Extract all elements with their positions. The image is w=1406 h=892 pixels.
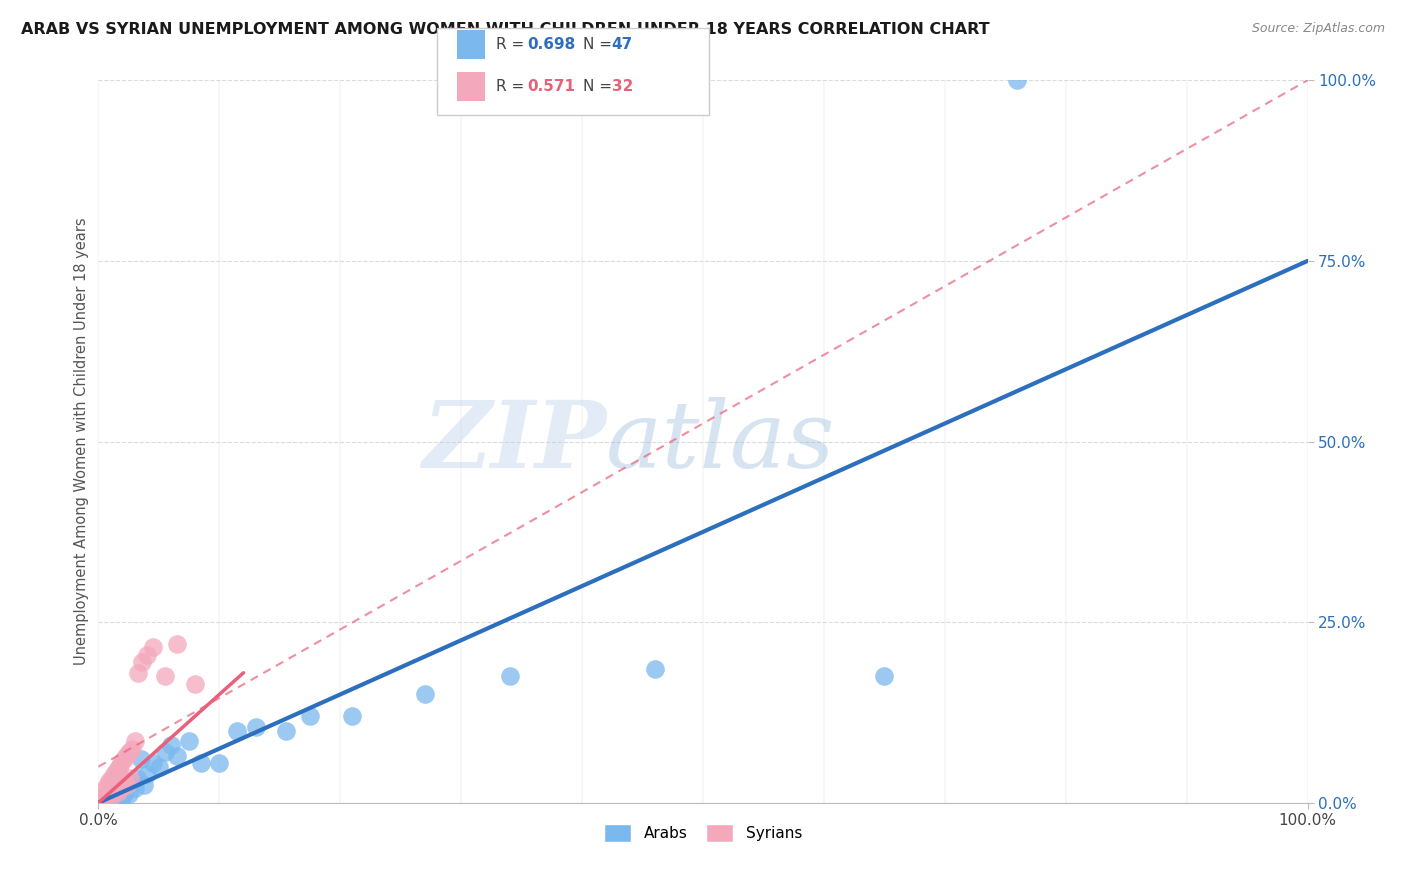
Text: 0.698: 0.698 <box>527 37 575 52</box>
Point <box>413 687 436 701</box>
Point <box>105 790 128 805</box>
Text: R =: R = <box>496 78 530 94</box>
Point <box>118 745 141 759</box>
Point <box>166 748 188 763</box>
Point <box>98 774 121 789</box>
Point <box>208 756 231 770</box>
Point <box>153 745 176 759</box>
Point <box>135 767 157 781</box>
Point <box>117 778 139 792</box>
Point <box>111 778 134 792</box>
Point <box>110 786 132 800</box>
Point <box>873 669 896 683</box>
Point <box>93 790 115 805</box>
Point <box>115 748 138 763</box>
Text: N =: N = <box>583 78 617 94</box>
Point <box>115 778 138 792</box>
Point <box>166 637 188 651</box>
Point <box>644 662 666 676</box>
Text: R =: R = <box>496 37 530 52</box>
Point <box>93 782 115 797</box>
Point <box>124 781 146 796</box>
Point <box>118 787 141 801</box>
Point <box>94 791 117 805</box>
Point <box>97 792 120 806</box>
Text: 32: 32 <box>612 78 633 94</box>
Point <box>101 785 124 799</box>
Point <box>118 771 141 785</box>
Point <box>129 752 152 766</box>
Point <box>142 640 165 655</box>
Point <box>245 720 267 734</box>
Point <box>226 723 249 738</box>
Point <box>110 756 132 770</box>
Point <box>100 771 122 785</box>
Point <box>94 789 117 803</box>
Point <box>127 665 149 680</box>
Point <box>114 774 136 789</box>
Y-axis label: Unemployment Among Women with Children Under 18 years: Unemployment Among Women with Children U… <box>75 218 89 665</box>
Point <box>179 734 201 748</box>
Point <box>498 669 520 683</box>
Text: ARAB VS SYRIAN UNEMPLOYMENT AMONG WOMEN WITH CHILDREN UNDER 18 YEARS CORRELATION: ARAB VS SYRIAN UNEMPLOYMENT AMONG WOMEN … <box>21 22 990 37</box>
Point <box>120 774 142 789</box>
Point <box>96 789 118 803</box>
Point <box>100 785 122 799</box>
Point <box>190 756 212 770</box>
Legend: Arabs, Syrians: Arabs, Syrians <box>596 816 810 849</box>
Text: ZIP: ZIP <box>422 397 606 486</box>
Point <box>299 709 322 723</box>
Point <box>1007 73 1029 87</box>
Point <box>98 787 121 801</box>
Point <box>124 734 146 748</box>
Point <box>108 760 131 774</box>
Point <box>127 771 149 785</box>
Point <box>100 790 122 805</box>
Point <box>104 781 127 796</box>
Text: 47: 47 <box>612 37 633 52</box>
Point <box>142 756 165 770</box>
Point <box>134 778 156 792</box>
Point <box>105 782 128 797</box>
Point <box>100 793 122 807</box>
Text: Source: ZipAtlas.com: Source: ZipAtlas.com <box>1251 22 1385 36</box>
Point <box>274 723 297 738</box>
Point <box>104 787 127 801</box>
Text: N =: N = <box>583 37 617 52</box>
Text: 0.571: 0.571 <box>527 78 575 94</box>
Text: atlas: atlas <box>606 397 835 486</box>
Point <box>135 648 157 662</box>
Point <box>112 752 135 766</box>
Point <box>101 789 124 803</box>
Point <box>103 767 125 781</box>
Point <box>108 781 131 796</box>
Point <box>112 780 135 794</box>
Point <box>91 791 114 805</box>
Point <box>184 676 207 690</box>
Point <box>108 790 131 805</box>
Point <box>160 738 183 752</box>
Point <box>131 655 153 669</box>
Point <box>103 791 125 805</box>
Point <box>91 792 114 806</box>
Point <box>107 785 129 799</box>
Point <box>153 669 176 683</box>
Point <box>108 781 131 796</box>
Point <box>105 764 128 778</box>
Point <box>148 760 170 774</box>
Point <box>114 785 136 799</box>
Point <box>111 789 134 803</box>
Point <box>97 787 120 801</box>
Point <box>107 787 129 801</box>
Point <box>96 778 118 792</box>
Point <box>342 709 364 723</box>
Point <box>100 790 122 805</box>
Point <box>121 741 143 756</box>
